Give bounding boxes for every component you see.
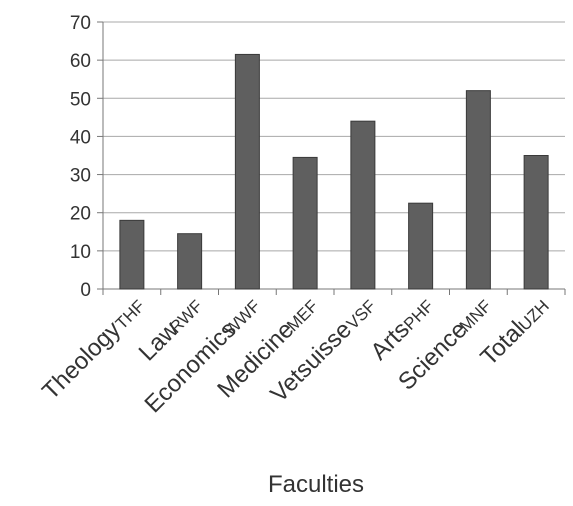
bar-theology: [119, 219, 145, 290]
bar-science: [465, 90, 491, 290]
bar-total: [523, 155, 549, 290]
gridlines: [103, 21, 565, 252]
axes: [97, 21, 566, 295]
x-tick-label: Theology: [37, 316, 126, 405]
y-tick-label: 40: [70, 127, 91, 148]
bar-law: [177, 233, 203, 290]
y-tick-label: 10: [70, 242, 91, 263]
y-tick-label: 0: [80, 280, 91, 301]
x-tick-abbreviation: RWF: [166, 296, 207, 337]
bars: [119, 53, 549, 290]
bar-vetsuisse: [350, 120, 376, 290]
y-tick-label: 20: [70, 204, 91, 225]
x-axis-title: Faculties: [268, 471, 364, 498]
y-tick-label: 30: [70, 166, 91, 187]
bar-economics: [234, 53, 260, 290]
x-tick-labels: TheologyTHFLawRWFEconomicsWWFMedicineMEF…: [37, 296, 553, 418]
y-tick-label: 60: [70, 51, 91, 72]
y-tick-labels: 0 10 20 30 40 50 60 70: [70, 13, 91, 301]
x-tick-abbreviation: WWF: [221, 296, 264, 339]
y-tick-label: 70: [70, 13, 91, 34]
bar-medicine: [292, 156, 318, 290]
y-tick-label: 50: [70, 89, 91, 110]
bar-arts: [408, 202, 434, 290]
